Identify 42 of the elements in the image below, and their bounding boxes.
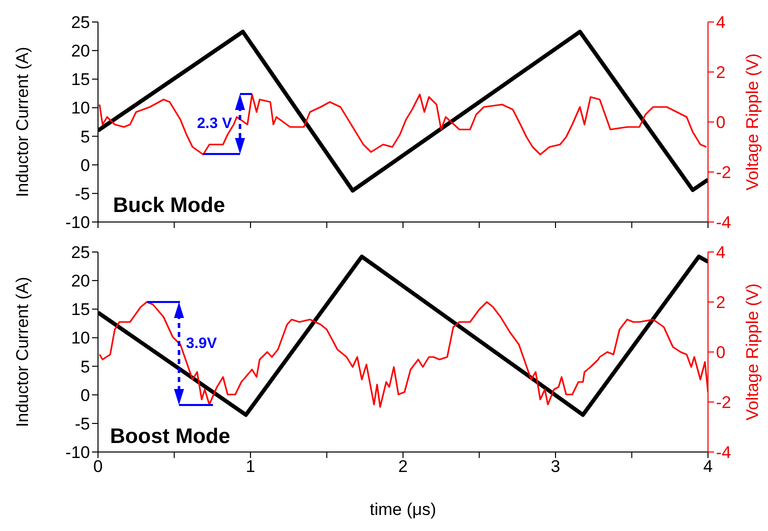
y2-tick-label: 4 bbox=[716, 243, 726, 262]
x-tick-label: 2 bbox=[398, 457, 408, 476]
x-tick-label: 1 bbox=[246, 457, 256, 476]
x-tick-label: 3 bbox=[550, 457, 560, 476]
y2-tick-label: -4 bbox=[716, 213, 732, 232]
y-tick-label: -5 bbox=[74, 184, 90, 204]
y-tick-label: 5 bbox=[80, 127, 90, 146]
y2-tick-label: -2 bbox=[716, 393, 732, 412]
x-tick-label: 4 bbox=[703, 457, 713, 476]
y-tick-label: 0 bbox=[80, 386, 90, 405]
y-tick-label: 15 bbox=[71, 70, 90, 90]
annotation: Buck Mode bbox=[113, 194, 226, 217]
x-tick-label: 0 bbox=[93, 457, 103, 476]
y2-tick-label: 0 bbox=[716, 343, 726, 362]
y-axis-title: Inductor Current (A) bbox=[13, 46, 32, 198]
y-tick-label: 20 bbox=[71, 272, 90, 291]
y-tick-label: -10 bbox=[65, 443, 90, 462]
line-series bbox=[98, 94, 708, 156]
annotation: 2.3 V bbox=[196, 115, 232, 132]
y-axis-title: Inductor Current (A) bbox=[13, 276, 32, 428]
y2-tick-label: -4 bbox=[716, 443, 732, 462]
y-tick-label: -10 bbox=[65, 213, 90, 232]
y-tick-label: 15 bbox=[71, 300, 90, 320]
y-tick-label: 0 bbox=[80, 156, 90, 175]
y-tick-label: 10 bbox=[71, 98, 90, 118]
y2-tick-label: 4 bbox=[716, 13, 726, 32]
y2-axis-title: Voltage Ripple (V) bbox=[743, 53, 762, 191]
y2-tick-label: 0 bbox=[716, 113, 726, 132]
y2-tick-label: 2 bbox=[716, 63, 726, 82]
annotation: 3.9V bbox=[186, 335, 217, 352]
annotation: Boost Mode bbox=[110, 425, 230, 448]
y-tick-label: 25 bbox=[71, 13, 90, 32]
line-series bbox=[98, 301, 708, 408]
y2-tick-label: -2 bbox=[716, 163, 732, 182]
x-axis-title: time (μs) bbox=[370, 500, 436, 519]
y-tick-label: 10 bbox=[71, 328, 90, 348]
y2-axis-title: Voltage Ripple (V) bbox=[743, 283, 762, 421]
y2-tick-label: 2 bbox=[716, 293, 726, 312]
y-tick-label: 5 bbox=[80, 357, 90, 376]
y-tick-label: 25 bbox=[71, 243, 90, 262]
y-tick-label: -5 bbox=[74, 414, 90, 434]
y-tick-label: 20 bbox=[71, 42, 90, 61]
